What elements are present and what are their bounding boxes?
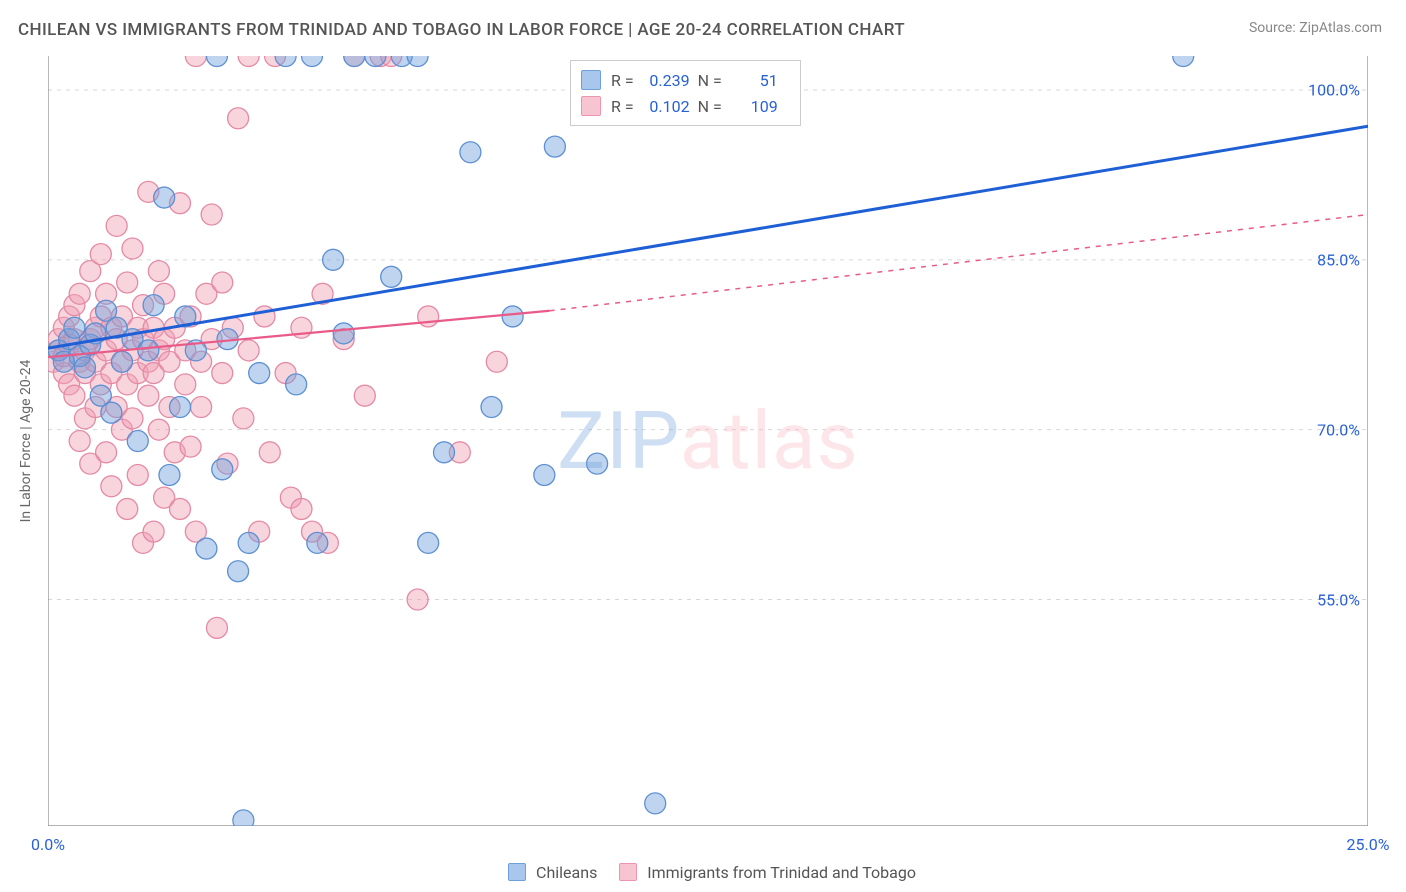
n-label: N = xyxy=(698,97,722,116)
x-tick-label: 25.0% xyxy=(1347,835,1390,854)
r-value: 0.239 xyxy=(642,71,690,90)
source-attribution: Source: ZipAtlas.com xyxy=(1249,20,1382,36)
swatch-icon xyxy=(619,863,637,881)
r-value: 0.102 xyxy=(642,97,690,116)
chart-title: CHILEAN VS IMMIGRANTS FROM TRINIDAD AND … xyxy=(18,20,905,40)
swatch-icon xyxy=(581,96,601,116)
corr-row-tt: R = 0.102 N = 109 xyxy=(581,93,786,119)
legend-label-chileans: Chileans xyxy=(536,863,597,882)
n-label: N = xyxy=(698,71,722,90)
swatch-icon xyxy=(508,863,526,881)
legend-label-tt: Immigrants from Trinidad and Tobago xyxy=(647,863,916,882)
chart-area: In Labor Force | Age 20-24 55.0%70.0%85.… xyxy=(48,56,1368,826)
correlation-legend: R = 0.239 N = 51 R = 0.102 N = 109 xyxy=(570,60,801,126)
y-axis-label: In Labor Force | Age 20-24 xyxy=(18,360,34,523)
n-value: 51 xyxy=(730,71,778,90)
n-value: 109 xyxy=(730,97,778,116)
r-label: R = xyxy=(611,97,634,116)
swatch-icon xyxy=(581,70,601,90)
r-label: R = xyxy=(611,71,634,90)
y-tick-label: 100.0% xyxy=(1308,80,1360,99)
y-tick-label: 85.0% xyxy=(1317,250,1360,269)
y-tick-label: 70.0% xyxy=(1317,420,1360,439)
x-tick-label: 0.0% xyxy=(31,835,65,854)
scatter-plot xyxy=(48,56,1368,826)
corr-row-chileans: R = 0.239 N = 51 xyxy=(581,67,786,93)
series-legend: Chileans Immigrants from Trinidad and To… xyxy=(0,863,1406,882)
y-tick-label: 55.0% xyxy=(1317,590,1360,609)
